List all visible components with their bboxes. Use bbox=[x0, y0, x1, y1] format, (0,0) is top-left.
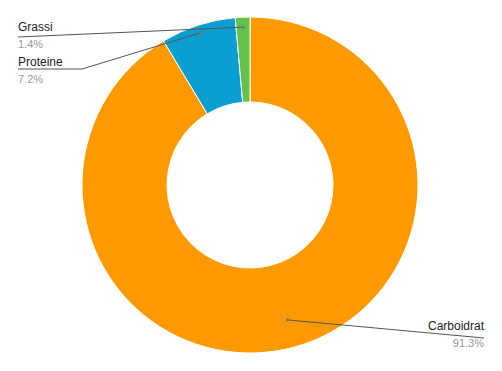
slice-label: Proteine bbox=[18, 55, 63, 69]
chart: Carboidrat 91.3% Proteine 7.2% Grassi 1.4% bbox=[0, 0, 502, 371]
leader-line bbox=[287, 320, 484, 338]
slice-value: 1.4% bbox=[18, 38, 43, 50]
slice-label: Grassi bbox=[18, 20, 53, 34]
leader-dot bbox=[199, 31, 202, 34]
slice-value: 7.2% bbox=[18, 73, 43, 85]
leader-dot bbox=[286, 318, 289, 321]
slice bbox=[163, 18, 242, 114]
slices bbox=[82, 17, 418, 353]
slice-label: Carboidrat bbox=[428, 319, 485, 333]
leader-dot bbox=[241, 26, 244, 29]
slice bbox=[235, 17, 250, 102]
slice-value: 91.3% bbox=[453, 337, 484, 349]
leader-line bbox=[18, 33, 201, 69]
slice bbox=[82, 17, 418, 353]
